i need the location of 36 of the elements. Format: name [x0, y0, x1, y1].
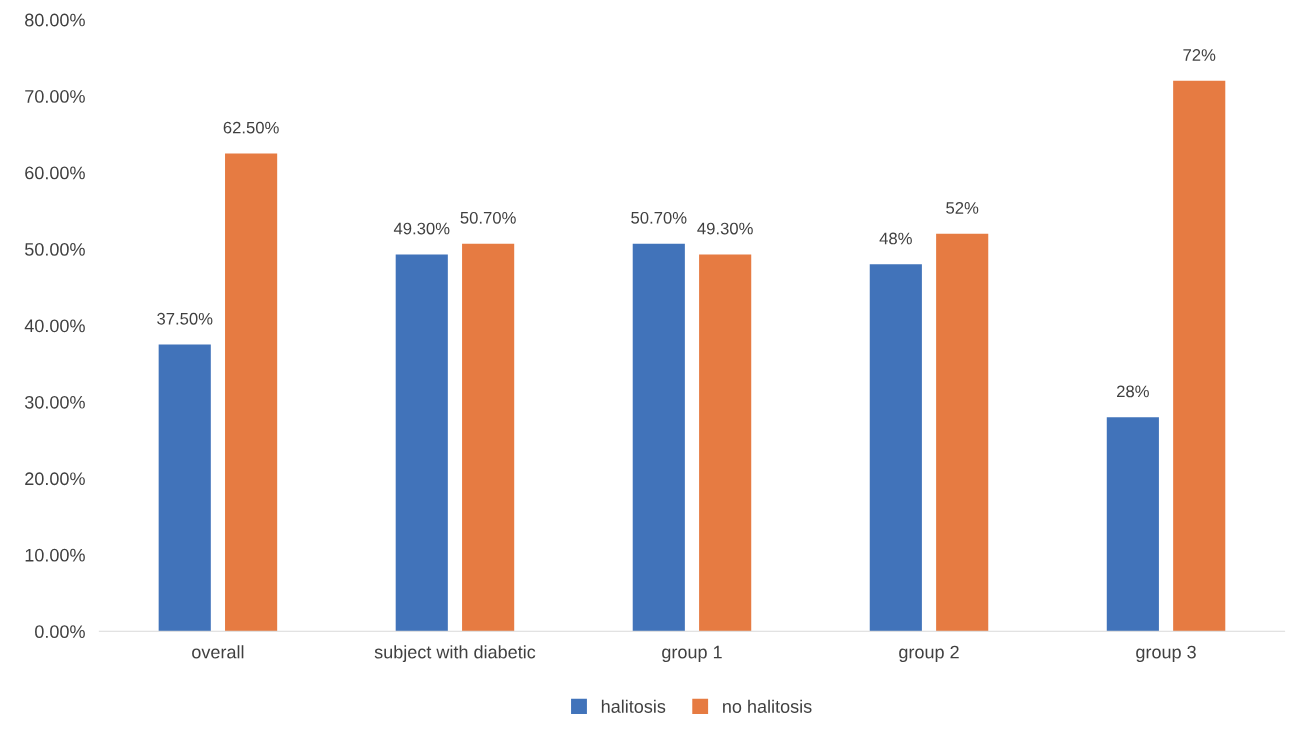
data-label: 72% — [1183, 49, 1216, 61]
y-tick-label: 10.00% — [25, 548, 85, 562]
legend-label: halitosis — [601, 699, 666, 713]
data-label: 48% — [879, 232, 912, 245]
y-tick-label: 0.00% — [35, 625, 85, 639]
bar — [158, 344, 211, 632]
x-tick-label: group 1 — [662, 645, 722, 663]
y-tick-label: 50.00% — [25, 242, 85, 256]
bar — [225, 153, 278, 632]
bar — [869, 264, 922, 632]
data-label: 49.30% — [697, 222, 753, 235]
y-tick-label: 30.00% — [24, 395, 85, 409]
data-label: 37.50% — [157, 312, 213, 325]
y-tick-label: 60.00% — [25, 166, 85, 180]
data-label: 49.30% — [393, 222, 450, 235]
bar — [395, 254, 448, 632]
y-tick-label: 20.00% — [25, 472, 85, 486]
x-tick-label: group 3 — [1136, 645, 1196, 663]
bar — [632, 243, 685, 632]
bar — [462, 243, 515, 632]
y-tick-label: 80.00% — [25, 13, 85, 27]
data-label: 50.70% — [460, 211, 516, 224]
data-label: 52% — [946, 201, 979, 214]
data-label: 28% — [1117, 385, 1149, 398]
y-tick-label: 70.00% — [25, 90, 85, 103]
x-tick-label: group 2 — [899, 645, 959, 663]
bar — [699, 254, 752, 632]
y-tick-label: 40.00% — [24, 319, 85, 333]
legend-label: no halitosis — [723, 699, 812, 713]
x-tick-label: overall — [192, 645, 244, 659]
x-tick-label: subject with diabetic — [374, 645, 536, 663]
bar — [936, 233, 989, 632]
bar — [1173, 80, 1226, 632]
data-label: 62.50% — [223, 121, 279, 134]
data-label: 50.70% — [631, 211, 687, 224]
bar — [1106, 417, 1159, 632]
